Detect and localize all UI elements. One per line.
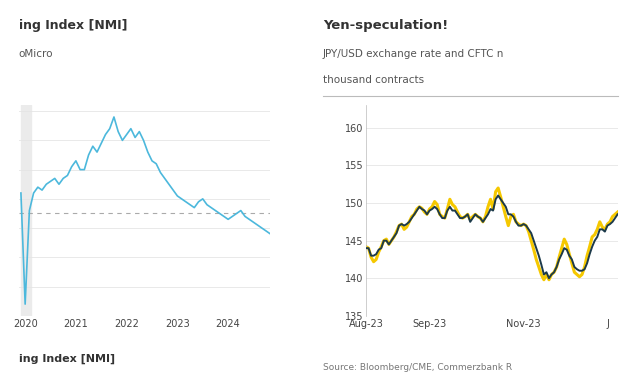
Bar xyxy=(21,105,31,316)
Legend: JPY/USD: JPY/USD xyxy=(399,372,483,376)
Text: ing Index [NMI]: ing Index [NMI] xyxy=(19,19,127,32)
Text: Yen-speculation!: Yen-speculation! xyxy=(323,19,448,32)
Text: oMicro: oMicro xyxy=(19,49,53,59)
Text: ing Index [NMI]: ing Index [NMI] xyxy=(19,353,115,364)
Text: JPY/USD exchange rate and CFTC n: JPY/USD exchange rate and CFTC n xyxy=(323,49,504,59)
Text: thousand contracts: thousand contracts xyxy=(323,75,424,85)
Text: Source: Bloomberg/CME, Commerzbank R: Source: Bloomberg/CME, Commerzbank R xyxy=(323,363,512,372)
